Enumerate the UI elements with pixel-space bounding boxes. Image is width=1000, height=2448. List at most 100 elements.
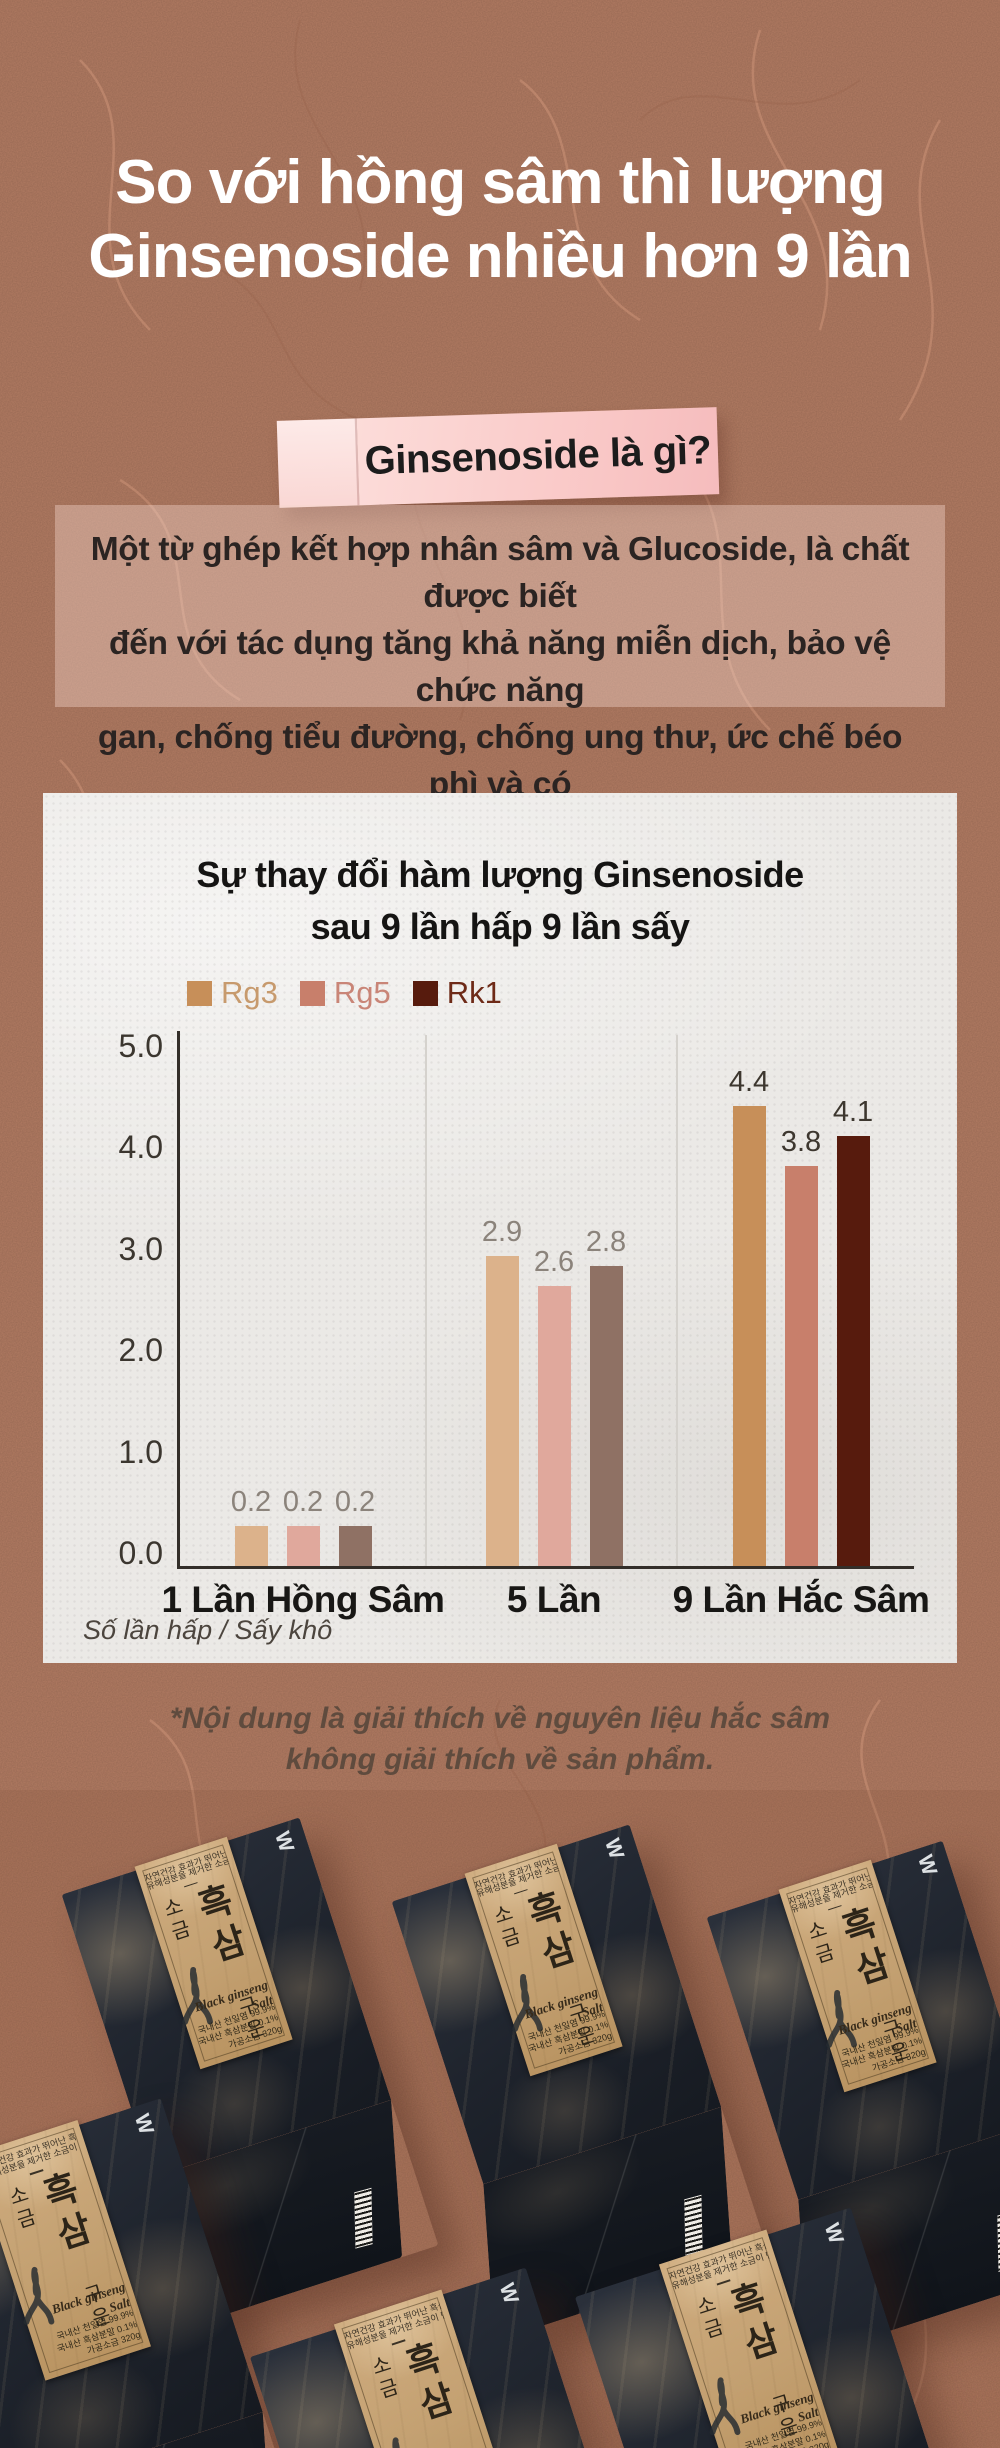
legend-swatch-rg3 [187,980,212,1006]
legend-label: Rk1 [446,975,502,1010]
bar-rg5-group1 [286,1526,320,1566]
label-dash [828,1904,842,1911]
product-box: W 자연건강 효과가 뛰어난 흑삼과 유해성분을 제거한 소금이 만났습니다 흑… [61,1817,439,2335]
category-separator [676,1035,678,1566]
ginseng-root-illustration [709,2376,741,2435]
legend-label: Rg3 [221,975,278,1010]
product-box-top-face: W 자연건강 효과가 뛰어난 흑삼과 유해성분을 제거한 소금이 만났습니다 흑… [0,2098,263,2448]
label-dash [514,1888,528,1895]
product-box: W 자연건강 효과가 뛰어난 흑삼과 유해성분을 제거한 소금이 만났습니다 흑… [706,1840,1000,2358]
category-separator [425,1035,427,1566]
bar-rg3-group3 [732,1106,766,1566]
product-box: W 자연건강 효과가 뛰어난 흑삼과 유해성분을 제거한 소금이 만났습니다 흑… [391,1824,769,2342]
bar-rg3-group2 [485,1256,519,1566]
label-korean-main: 흑삼 [187,1879,253,1974]
bar-rg5-group2 [537,1286,571,1566]
bar-rk1-group1 [338,1526,372,1566]
product-label: 자연건강 효과가 뛰어난 흑삼과 유해성분을 제거한 소금이 만났습니다 흑삼 … [0,2119,152,2381]
chart-legend: Rg3 Rg5 Rk1 [187,975,524,1011]
disclaimer-note: *Nội dung là giải thích về nguyên liệu h… [0,1698,1000,1780]
product-label: 자연건강 효과가 뛰어난 흑삼과 유해성분을 제거한 소금이 만났습니다 흑삼 … [463,1843,623,2077]
ginseng-root-illustration [826,1989,857,2048]
barcode [994,2205,1000,2277]
bar-value-label: 2.8 [585,1226,627,1258]
label-korean-main: 흑삼 [33,2167,98,2262]
y-axis-line [177,1031,180,1569]
bar-rg3-group1 [234,1526,268,1566]
ginseng-root-illustration [23,2266,54,2325]
product-label: 자연건강 효과가 뛰어난 흑삼과 유해성분을 제거한 소금이 만났습니다 흑삼 … [333,2289,515,2448]
definition-tab: Ginsenoside là gì? [276,407,720,508]
product-box-top-face: W 자연건강 효과가 뛰어난 흑삼과 유해성분을 제거한 소금이 만났습니다 흑… [574,2207,953,2448]
definition-panel [55,505,945,707]
product-box: W 자연건강 효과가 뛰어난 흑삼과 유해성분을 제거한 소금이 만났습니다 흑… [249,2267,680,2448]
y-tick-label: 0.0 [118,1535,163,1571]
bar-value-label: 0.2 [334,1486,376,1518]
x-axis-line [177,1566,914,1569]
legend-label: Rg5 [333,975,391,1010]
label-korean-main: 흑삼 [395,2337,461,2432]
page-title-line2: Ginsenoside nhiều hơn 9 lần [88,222,912,291]
label-dash [717,2279,731,2286]
legend-item: Rg3 [187,975,278,1011]
y-tick-label: 3.0 [118,1230,163,1267]
page-title-line1: So với hồng sâm thì lượng [115,148,885,217]
ginseng-root-illustration [511,1973,543,2032]
product-box-top-face: W 자연건강 효과가 뛰어난 흑삼과 유해성분을 제거한 소금이 만났습니다 흑… [249,2267,628,2448]
legend-item: Rk1 [412,975,502,1011]
bar-value-label: 4.4 [728,1066,770,1098]
product-box-top-face: W 자연건강 효과가 뛰어난 흑삼과 유해성분을 제거한 소금이 만났습니다 흑… [61,1817,392,2178]
y-tick-label: 4.0 [118,1129,163,1166]
x-category-label: 5 Lần [506,1579,602,1620]
brand-logo: W [599,1836,629,1864]
ginseng-root-illustration [181,1966,213,2025]
brand-logo: W [819,2220,848,2248]
brand-logo: W [269,1829,299,1857]
x-category-label: 9 Lần Hắc Sâm [672,1579,930,1620]
bar-value-label: 0.2 [282,1486,324,1518]
product-box: W 자연건강 효과가 뛰어난 흑삼과 유해성분을 제거한 소금이 만났습니다 흑… [0,2098,315,2448]
x-category-label: 1 Lần Hồng Sâm [161,1579,445,1620]
y-tick-label: 1.0 [118,1433,163,1470]
y-tick-label: 5.0 [118,1028,163,1064]
ginseng-root-illustration [384,2436,416,2448]
page-title: So với hồng sâm thì lượng Ginsenoside nh… [0,146,1000,294]
bar-value-label: 2.6 [533,1246,575,1278]
definition-body-line: đến với tác dụng tăng khả năng miễn dịch… [109,625,891,709]
definition-tab-face: Ginsenoside là gì? [356,407,720,506]
definition-tab-label: Ginsenoside là gì? [364,428,712,484]
bar-value-label: 3.8 [780,1126,822,1158]
label-korean-title: 흑삼 구운소금 [362,2336,497,2448]
product-box-top-face: W 자연건강 효과가 뛰어난 흑삼과 유해성분을 제거한 소금이 만났습니다 흑… [706,1840,1000,2200]
chart-card: Sự thay đổi hàm lượng Ginsenoside sau 9 … [43,793,957,1663]
legend-item: Rg5 [299,975,391,1011]
definition-body-line: Một từ ghép kết hợp nhân sâm và Glucosid… [90,531,910,615]
disclaimer-line2: không giải thích về sản phẩm. [285,1743,715,1776]
bar-value-label: 2.9 [481,1216,523,1248]
barcode [351,2182,376,2254]
bar-value-label: 4.1 [832,1096,874,1128]
chart-title-line2: sau 9 lần hấp 9 lần sấy [310,906,690,947]
label-korean-main: 흑삼 [720,2277,786,2372]
definition-tab-fold [276,418,360,508]
label-korean-main: 흑삼 [831,1902,897,1997]
disclaimer-line1: *Nội dung là giải thích về nguyên liệu h… [169,1702,831,1735]
bar-rk1-group3 [836,1136,870,1566]
label-dash [184,1881,198,1888]
brand-logo: W [913,1852,942,1880]
legend-swatch-rg5 [299,980,325,1006]
label-korean-main: 흑삼 [517,1886,583,1981]
label-dash [392,2339,406,2346]
chart-axis-note: Số lần hấp / Sấy khô [83,1615,333,1645]
bar-value-label: 0.2 [230,1486,272,1518]
brand-logo: W [129,2111,159,2139]
legend-swatch-rk1 [412,980,438,1006]
product-label: 자연건강 효과가 뛰어난 흑삼과 유해성분을 제거한 소금이 만났습니다 흑삼 … [133,1836,293,2070]
product-label: 자연건강 효과가 뛰어난 흑삼과 유해성분을 제거한 소금이 만났습니다 흑삼 … [658,2229,840,2448]
y-tick-label: 2.0 [118,1332,163,1369]
brand-logo: W [494,2280,523,2308]
bar-rg5-group3 [784,1166,818,1566]
label-dash [29,2169,44,2176]
product-label: 자연건강 효과가 뛰어난 흑삼과 유해성분을 제거한 소금이 만났습니다 흑삼 … [778,1859,937,2093]
